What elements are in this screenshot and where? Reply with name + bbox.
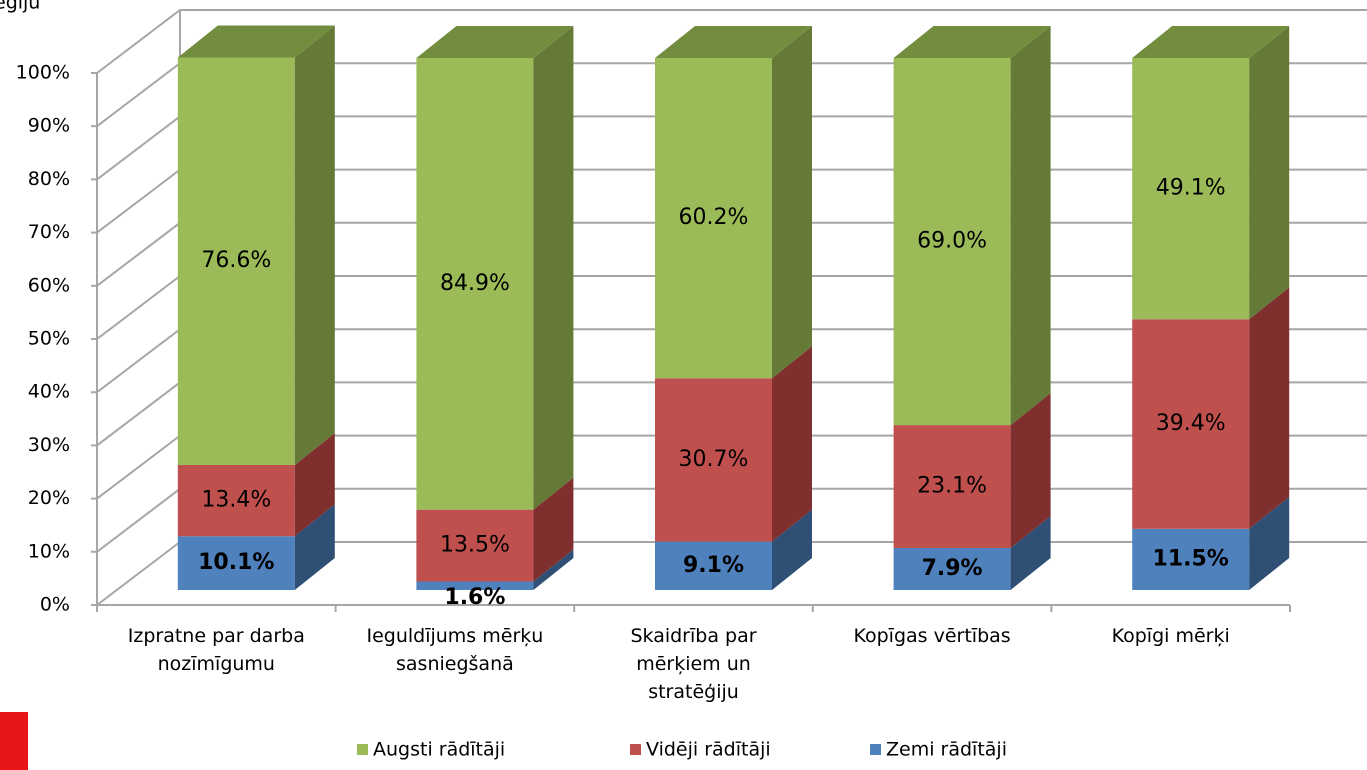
bar-side: [1010, 393, 1051, 548]
bar-side: [1249, 26, 1290, 320]
bar-top: [893, 26, 1051, 58]
bar-segment: [177, 536, 295, 590]
bar-side: [294, 432, 335, 537]
bar-side: [772, 509, 812, 590]
bar-side: [533, 549, 574, 590]
y-tick-label: 70%: [28, 221, 70, 243]
legend-swatch: [357, 744, 368, 755]
legend-label: Vidēji rādītāji: [646, 739, 771, 761]
bar-segment: [655, 58, 772, 379]
value-label: 39.4%: [1156, 411, 1226, 436]
bar-top: [1132, 26, 1290, 58]
bar-top: [416, 26, 574, 58]
grid-line: [96, 9, 1367, 74]
y-tick-label: 90%: [28, 115, 70, 137]
value-label: 76.6%: [201, 248, 271, 273]
bar-segment: [1132, 319, 1250, 529]
x-tick-label: Izpratne par darba nozīmīgumu: [127, 625, 305, 675]
bar-side: [1249, 287, 1290, 529]
x-tick-label: Kopīgi mērķi: [1111, 625, 1230, 647]
x-tick-label: Skaidrība par mērķiem un stratēģiju: [630, 625, 757, 703]
value-label: 13.5%: [440, 533, 510, 558]
bar-side: [772, 26, 812, 379]
y-tick-label: 100%: [16, 62, 70, 84]
bar-side: [533, 26, 574, 510]
y-tick-label: 40%: [28, 381, 70, 403]
bar-segment: [893, 547, 1011, 590]
value-label: 23.1%: [917, 474, 987, 499]
bar-segment: [416, 581, 534, 590]
value-label: 10.1%: [198, 550, 274, 575]
bar-segment: [416, 509, 534, 582]
y-tick-label: 20%: [28, 487, 70, 509]
legend-swatch: [630, 744, 641, 755]
bar-top: [655, 26, 812, 58]
y-tick-label: 50%: [28, 328, 70, 350]
bar-segment: [177, 57, 295, 465]
bar-side: [1010, 26, 1051, 426]
value-label: 13.4%: [201, 488, 271, 513]
bar-top: [177, 25, 335, 58]
bar-side: [772, 346, 812, 542]
bar-side: [294, 25, 335, 465]
legend-swatch: [870, 744, 881, 755]
bar-segment: [893, 425, 1011, 548]
logo-block: [0, 712, 28, 770]
annotation: egiju: [0, 0, 40, 14]
value-label: 69.0%: [917, 229, 987, 254]
legend-label: Augsti rādītāji: [373, 739, 505, 761]
y-tick-label: 60%: [28, 274, 70, 296]
y-tick-label: 10%: [28, 540, 70, 562]
value-label: 1.6%: [444, 585, 505, 610]
value-label: 49.1%: [1156, 176, 1226, 201]
bar-side: [1249, 496, 1290, 590]
y-tick-label: 80%: [28, 168, 70, 190]
value-label: 30.7%: [679, 447, 749, 472]
value-label: 9.1%: [683, 553, 744, 578]
bar-side: [533, 477, 574, 582]
value-label: 60.2%: [679, 205, 749, 230]
y-tick-label: 0%: [40, 594, 70, 616]
bar-side: [1010, 515, 1051, 590]
bar-segment: [1132, 528, 1250, 590]
value-label: 84.9%: [440, 271, 510, 296]
bar-segment: [416, 58, 534, 510]
bar-segment: [177, 464, 295, 537]
bar-side: [294, 504, 335, 590]
bar-segment: [893, 58, 1011, 426]
value-label: 11.5%: [1153, 546, 1229, 571]
legend-label: Zemi rādītāji: [886, 739, 1007, 761]
bar-segment: [655, 541, 772, 590]
value-label: 7.9%: [922, 556, 983, 581]
bar-segment: [655, 378, 772, 542]
x-tick-label: Kopīgas vērtības: [853, 625, 1011, 647]
bar-segment: [1132, 58, 1250, 320]
x-tick-label: Ieguldījums mērķu sasniegšanā: [366, 625, 544, 675]
y-tick-label: 30%: [28, 434, 70, 456]
